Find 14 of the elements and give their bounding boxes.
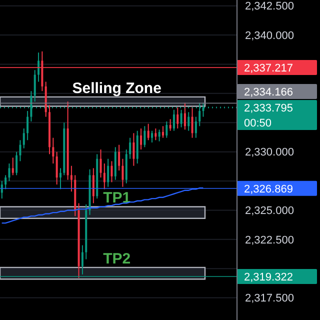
ref-line-label: 2,326.869 <box>244 183 293 196</box>
band-label: Selling Zone <box>72 80 162 97</box>
y-tick-label: 2,330.000 <box>245 146 294 159</box>
y-tick-label: 2,342.500 <box>245 0 294 13</box>
y-tick-label: 2,317.500 <box>245 292 294 305</box>
ref-line-label: 2,319.322 <box>244 272 293 284</box>
y-tick-label: 2,325.000 <box>245 205 294 218</box>
ref-line-label: 2,333.795 00:50 <box>244 102 293 130</box>
y-tick-label: 2,322.500 <box>245 234 294 246</box>
band-label: TP2 <box>103 250 131 268</box>
y-tick-label: 2,340.000 <box>245 30 294 42</box>
ref-line-label: 2,334.166 <box>244 86 293 99</box>
band-label: TP1 <box>103 190 131 207</box>
ref-line-label: 2,337.217 <box>244 62 293 75</box>
